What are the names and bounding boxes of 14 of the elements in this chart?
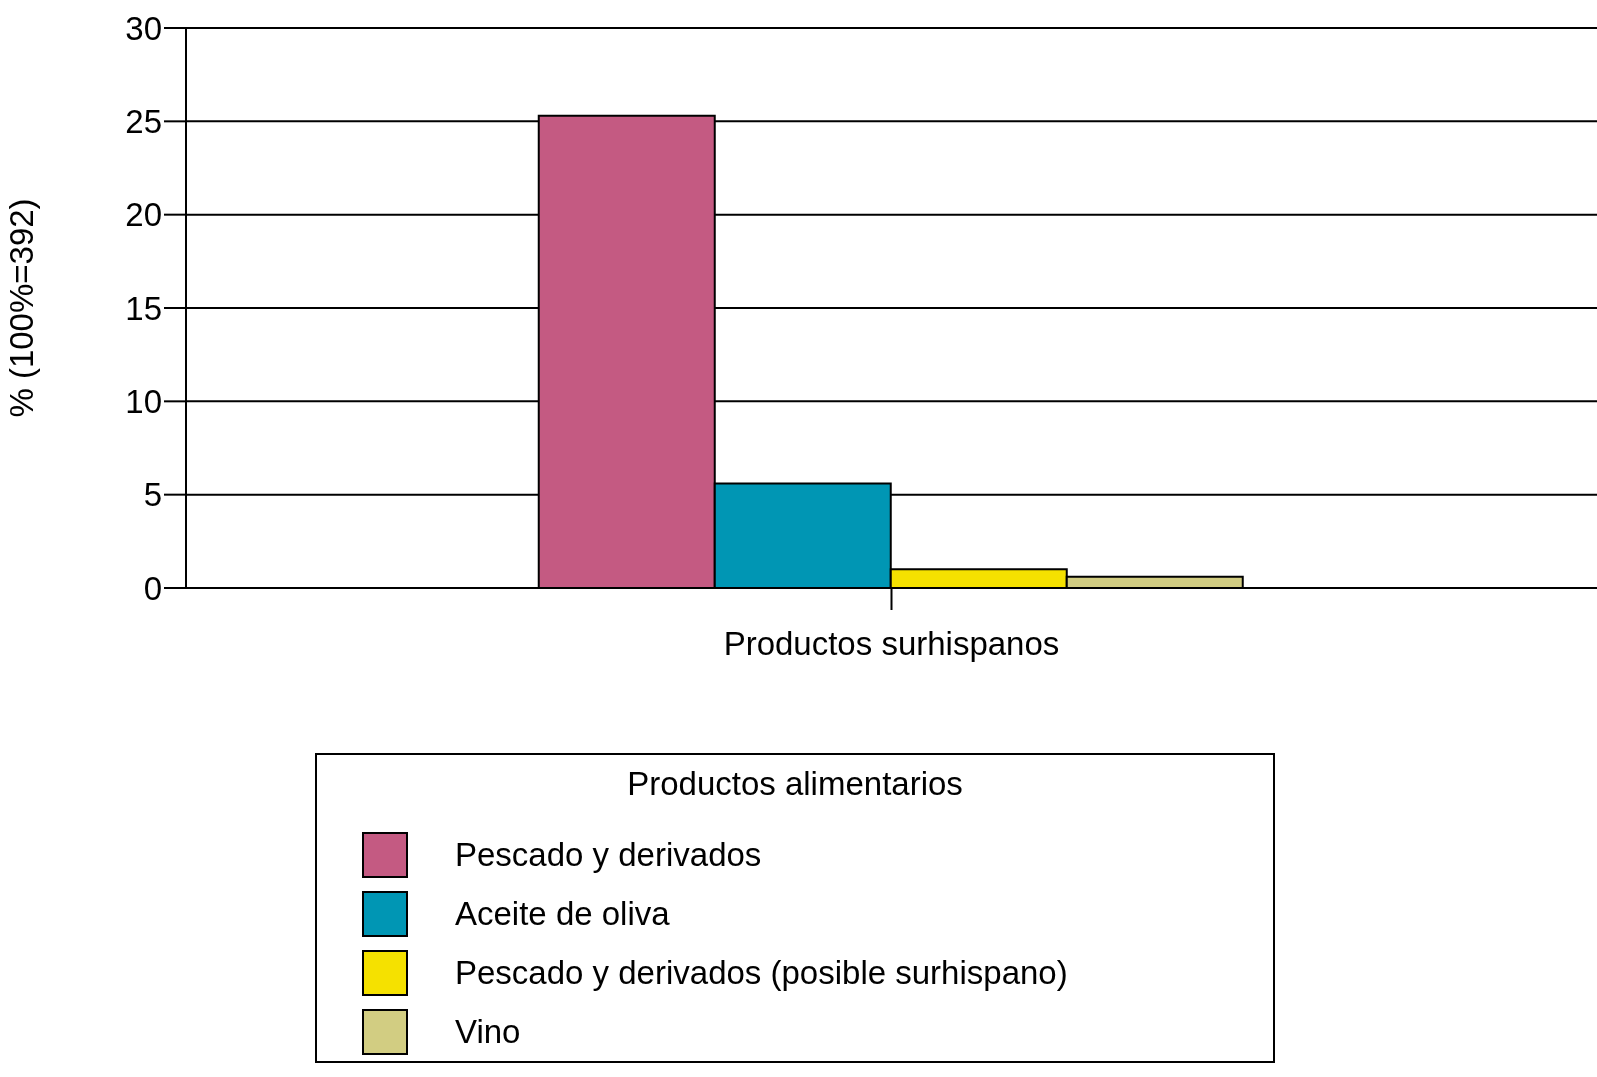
y-tick-label: 15 [125,289,162,327]
y-tick-label: 25 [125,103,162,141]
y-tick-label: 20 [125,196,162,234]
y-tick-label: 30 [125,9,162,47]
legend-label: Aceite de oliva [455,894,670,933]
y-tick-label: 0 [143,569,162,607]
legend-label: Pescado y derivados (posible surhispano) [455,953,1068,992]
legend-title: Productos alimentarios [626,765,964,803]
y-axis-title: % (100%=392) [2,198,40,418]
legend-label: Vino [455,1012,521,1051]
legend-label: Pescado y derivados [455,835,762,874]
x-tick-label: Productos surhispanos [723,625,1060,663]
y-tick-label: 5 [143,476,162,514]
y-tick-label: 10 [125,383,162,421]
